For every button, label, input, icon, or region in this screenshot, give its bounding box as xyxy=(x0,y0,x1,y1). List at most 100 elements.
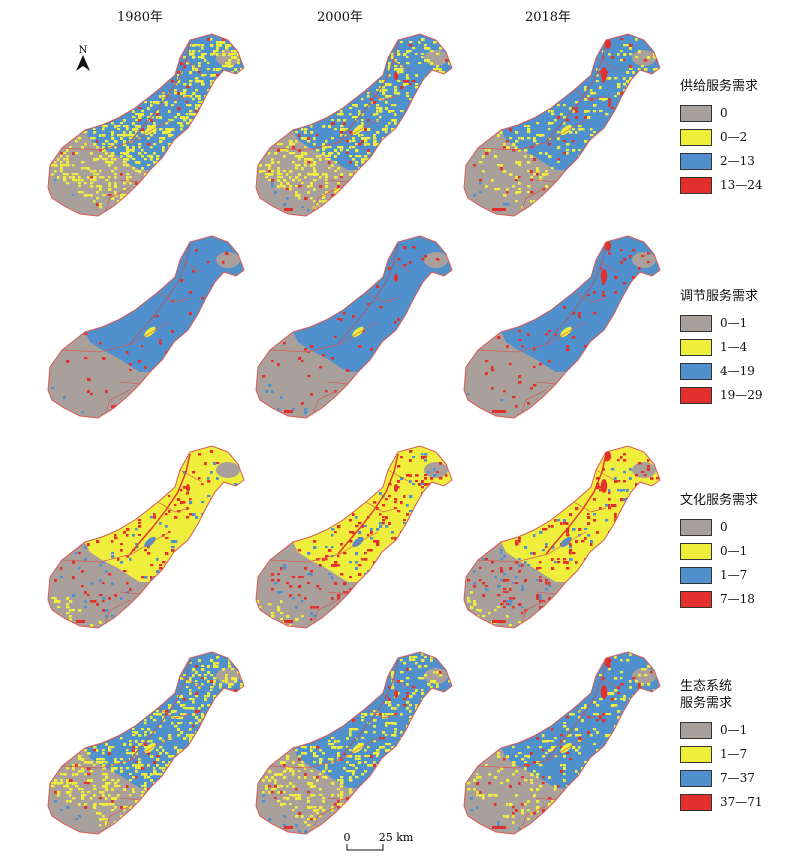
legend-label: 7—37 xyxy=(720,771,755,785)
district-boundary xyxy=(535,591,557,595)
legend-label: 7—18 xyxy=(720,592,755,606)
region-map xyxy=(463,235,661,419)
region-boundary xyxy=(47,33,245,217)
map-ne-zone xyxy=(85,446,244,582)
region-map xyxy=(463,33,661,217)
region-boundary xyxy=(47,445,245,629)
urban-blob-north xyxy=(605,657,611,667)
district-boundary xyxy=(61,119,171,151)
district-boundary xyxy=(595,259,619,273)
map-ecosystem-2 xyxy=(456,648,666,838)
legend-title: 调节服务需求 xyxy=(680,288,763,305)
district-boundary xyxy=(103,389,131,418)
legend-title-line: 调节服务需求 xyxy=(680,289,759,304)
legend-label: 1—7 xyxy=(720,568,748,582)
district-boundary xyxy=(365,501,399,513)
urban-blob xyxy=(186,484,190,492)
scale-distance-label: 25 km xyxy=(379,831,414,844)
district-boundary xyxy=(157,89,191,101)
region-map xyxy=(47,235,245,419)
legend-swatch xyxy=(680,590,712,608)
urban-blob-north xyxy=(605,451,611,461)
legend-cultural: 文化服务需求 0 0—1 1—7 7—18 xyxy=(680,492,758,611)
district-boundary xyxy=(311,389,339,418)
legend-title: 供给服务需求 xyxy=(680,78,763,95)
district-boundary xyxy=(595,57,619,71)
district-boundary xyxy=(327,797,349,801)
district-boundary xyxy=(519,805,547,834)
legend-swatch xyxy=(680,152,712,170)
north-label: N xyxy=(79,45,88,56)
legend-item: 0 xyxy=(680,101,763,125)
district-boundary xyxy=(269,119,379,151)
district-boundary xyxy=(365,89,399,101)
district-boundary xyxy=(311,187,339,216)
district-boundary xyxy=(327,381,349,385)
legend-label: 1—7 xyxy=(720,747,748,761)
legend-swatch xyxy=(680,362,712,380)
legend-title: 文化服务需求 xyxy=(680,492,758,509)
region-map xyxy=(255,33,453,217)
district-boundary xyxy=(119,381,141,385)
district-boundary xyxy=(595,675,619,689)
map-enclave xyxy=(632,50,656,66)
legend-label: 19—29 xyxy=(720,388,763,402)
legend-item: 1—4 xyxy=(680,335,763,359)
legend-title-line: 服务需求 xyxy=(680,696,733,711)
river-line xyxy=(337,41,399,143)
legend-label: 4—19 xyxy=(720,364,755,378)
district-boundary xyxy=(157,501,191,513)
urban-blob-south xyxy=(492,826,506,829)
district-boundary xyxy=(61,737,171,769)
urban-blob xyxy=(600,67,608,81)
legend-item: 4—19 xyxy=(680,359,763,383)
river-line xyxy=(337,453,399,555)
map-cultural-0 xyxy=(40,442,250,632)
region-map xyxy=(255,651,453,835)
legend-label: 0 xyxy=(720,520,728,534)
legend-regulating: 调节服务需求 0—1 1—4 4—19 19—29 xyxy=(680,288,763,407)
river-line xyxy=(129,453,191,555)
urban-blob-south xyxy=(76,620,85,623)
region-boundary xyxy=(463,445,661,629)
region-map xyxy=(47,445,245,629)
district-boundary xyxy=(103,187,131,216)
district-boundary xyxy=(157,291,191,303)
district-boundary xyxy=(477,321,587,353)
legend-label: 0—1 xyxy=(720,544,748,558)
region-boundary xyxy=(47,235,245,419)
district-boundary xyxy=(519,389,547,418)
region-boundary xyxy=(47,651,245,835)
river-line xyxy=(129,243,191,345)
legend-swatch xyxy=(680,721,712,739)
river-line xyxy=(545,41,607,143)
river-line xyxy=(337,659,399,761)
legend-item: 13—24 xyxy=(680,173,763,197)
urban-blob xyxy=(394,274,398,282)
district-boundary xyxy=(573,707,607,719)
district-boundary xyxy=(269,321,379,353)
river-line xyxy=(545,453,607,555)
year-label-2018: 2018年 xyxy=(524,10,572,25)
district-boundary xyxy=(387,675,411,689)
legend-item: 7—37 xyxy=(680,766,763,790)
legend-swatch xyxy=(680,338,712,356)
district-boundary xyxy=(535,179,557,183)
urban-blob-north xyxy=(605,39,611,49)
region-boundary xyxy=(463,235,661,419)
district-boundary xyxy=(119,591,141,595)
legend-swatch xyxy=(680,542,712,560)
north-arrow-icon: N xyxy=(72,44,94,74)
legend-swatch xyxy=(680,518,712,536)
district-boundary xyxy=(535,381,557,385)
legend-item: 37—71 xyxy=(680,790,763,814)
urban-blob-south xyxy=(492,208,506,211)
district-boundary xyxy=(477,531,587,563)
legend-swatch xyxy=(680,769,712,787)
scale-bar: 0 25 km xyxy=(338,830,438,858)
district-boundary xyxy=(477,737,587,769)
district-boundary xyxy=(119,179,141,183)
legend-swatch xyxy=(680,793,712,811)
region-map xyxy=(47,33,245,217)
district-boundary xyxy=(311,599,339,628)
